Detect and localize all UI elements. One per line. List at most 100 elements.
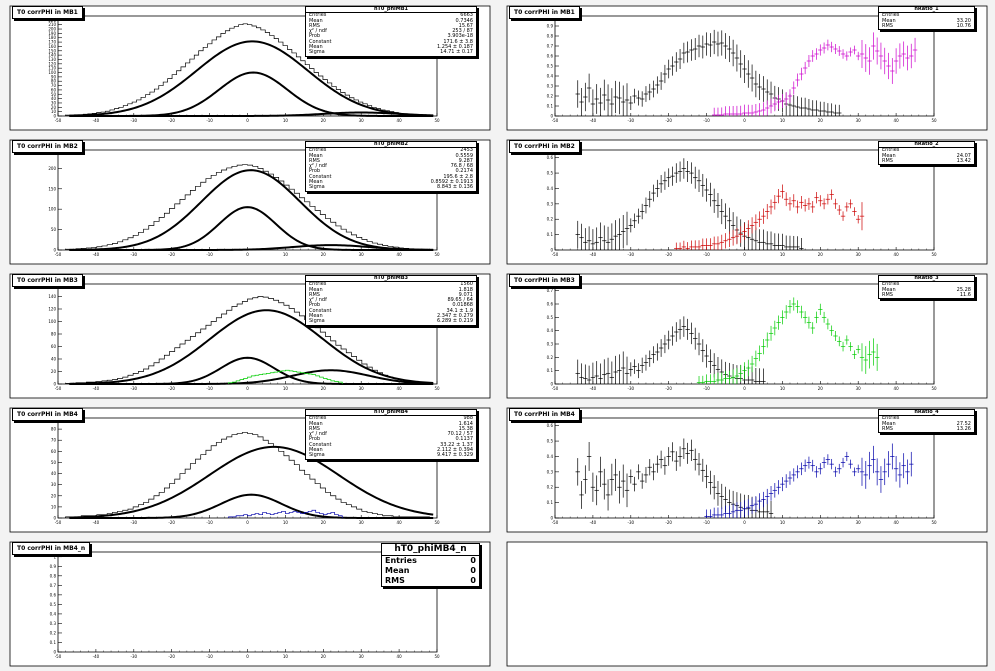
stats-key: Mean xyxy=(309,286,323,293)
y-tick-label: 0.2 xyxy=(547,94,554,99)
data-point-magenta xyxy=(734,105,740,116)
x-tick-label: -40 xyxy=(93,118,100,123)
y-tick-label: 70 xyxy=(51,83,57,88)
data-point-black xyxy=(636,208,641,224)
data-point-green xyxy=(742,362,747,380)
stats-value: 33.20 xyxy=(956,17,971,24)
data-point-magenta xyxy=(783,92,789,106)
stats-row: Mean 0.5559 xyxy=(306,152,476,159)
y-tick-label: 0 xyxy=(550,516,553,521)
stats-row: Sigma 6.289 ± 0.219 xyxy=(306,319,476,325)
stats-row: Sigma 9.417 ± 0.329 xyxy=(306,452,476,459)
y-tick-label: 1 xyxy=(53,554,56,559)
x-tick-label: 30 xyxy=(856,520,862,525)
stats-key: Entries xyxy=(882,281,900,288)
data-point-green xyxy=(837,336,842,347)
y-tick-label: 20 xyxy=(51,105,57,110)
x-tick-label: 50 xyxy=(434,654,440,659)
data-point-black xyxy=(791,95,796,116)
data-point-black xyxy=(674,163,679,183)
data-point-black xyxy=(662,64,668,84)
data-point-black xyxy=(613,80,618,114)
data-point-red xyxy=(844,202,850,212)
stats-value: 2.347 ± 0.279 xyxy=(437,313,473,320)
y-tick-label: 40 xyxy=(51,96,57,101)
y-tick-label: 0.4 xyxy=(547,328,554,333)
stats-row: Prob 0.1137 xyxy=(306,437,476,443)
x-tick-label: -10 xyxy=(206,654,213,659)
stats-row: Entries 0 xyxy=(382,556,479,566)
stats-key: Mean xyxy=(385,566,410,575)
stats-box: hT0_phiMB4 Entries 988 Mean 1.614 RMS 15.38 χ² … xyxy=(305,409,477,460)
stats-row: Mean 1.254 ± 0.187 xyxy=(306,44,476,51)
histogram-step xyxy=(65,432,430,518)
x-tick-label: 40 xyxy=(894,386,900,391)
data-point-magenta xyxy=(859,39,865,69)
x-tick-label: 0 xyxy=(743,118,746,123)
data-point-black xyxy=(628,469,633,484)
data-point-blue xyxy=(749,497,755,514)
data-point-blue xyxy=(806,456,812,469)
stats-key: Mean xyxy=(309,420,323,427)
data-point-green xyxy=(715,372,721,384)
x-tick-label: -30 xyxy=(628,520,635,525)
stats-row: Constant 195.6 ± 2.8 xyxy=(306,174,476,180)
data-point-black xyxy=(621,215,626,249)
y-tick-label: 20 xyxy=(51,493,57,498)
stats-key: Sigma xyxy=(309,452,325,459)
data-point-black xyxy=(651,184,656,202)
x-tick-label: 40 xyxy=(397,252,403,257)
data-point-black xyxy=(666,168,671,188)
data-point-green xyxy=(738,365,743,382)
x-tick-label: -50 xyxy=(552,520,559,525)
data-point-black xyxy=(617,354,622,384)
x-tick-label: 40 xyxy=(397,654,403,659)
data-point-green xyxy=(704,374,709,384)
data-point-black xyxy=(696,34,702,58)
data-point-green xyxy=(696,375,702,384)
data-point-black xyxy=(689,322,694,345)
x-tick-label: 0 xyxy=(246,252,249,257)
data-point-black xyxy=(628,362,633,377)
data-point-magenta xyxy=(886,52,891,80)
stats-value: 0.5559 xyxy=(455,152,474,159)
data-point-red xyxy=(799,196,804,209)
data-point-blue xyxy=(882,458,887,486)
data-point-black xyxy=(658,450,664,469)
stats-key: χ² / ndf xyxy=(309,431,327,438)
data-point-red xyxy=(833,198,838,209)
data-point-red xyxy=(685,242,690,250)
data-point-black xyxy=(693,38,698,60)
stats-box: hRatio_2 Entries Mean 24.07 RMS 13.42 xyxy=(878,141,975,166)
histogram-step xyxy=(228,369,343,384)
stats-row: RMS 0 xyxy=(382,576,479,586)
x-tick-label: 50 xyxy=(931,118,937,123)
x-tick-label: -10 xyxy=(206,520,213,525)
data-point-magenta xyxy=(719,107,724,116)
stats-key: Prob xyxy=(309,33,321,40)
data-point-black xyxy=(753,227,759,250)
data-point-black xyxy=(602,79,607,111)
stats-key: χ² / ndf xyxy=(309,297,327,304)
data-point-green xyxy=(711,374,717,384)
fit-curve xyxy=(69,169,434,251)
y-tick-label: 150 xyxy=(48,186,56,191)
data-point-black xyxy=(655,343,660,361)
stats-row: Constant 34.1 ± 1.9 xyxy=(306,308,476,314)
stats-value: 1.254 ± 0.187 xyxy=(437,44,473,51)
data-point-black xyxy=(776,233,781,250)
x-tick-label: -30 xyxy=(628,252,635,257)
data-point-red xyxy=(772,195,778,210)
x-tick-label: -20 xyxy=(665,386,672,391)
y-tick-label: 0.7 xyxy=(547,44,554,49)
stats-row: RMS 9.071 xyxy=(306,292,476,298)
y-tick-label: 80 xyxy=(51,427,57,432)
data-point-magenta xyxy=(711,107,717,116)
data-point-blue xyxy=(734,502,740,518)
data-point-blue xyxy=(837,463,842,474)
data-point-green xyxy=(734,367,740,384)
data-point-magenta xyxy=(723,106,728,116)
stats-value: 9.417 ± 0.329 xyxy=(437,452,473,459)
data-point-black xyxy=(783,235,789,250)
stats-row: Mean 2.347 ± 0.279 xyxy=(306,313,476,320)
